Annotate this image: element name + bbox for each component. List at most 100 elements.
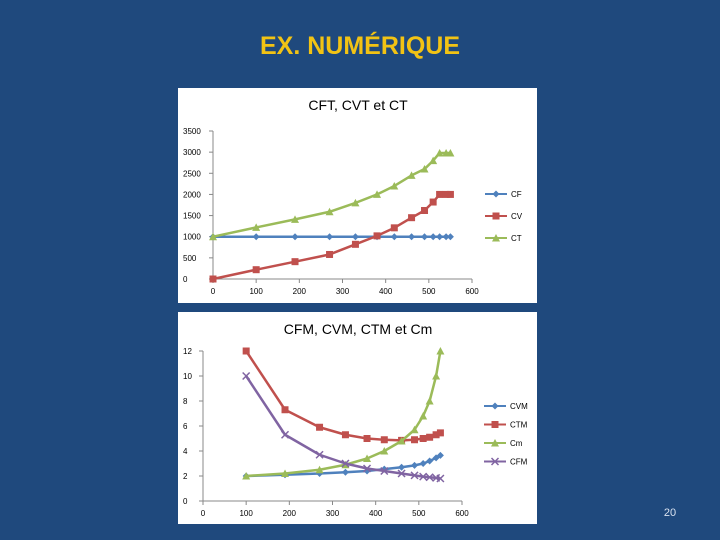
- data-point: [419, 412, 428, 420]
- data-point: [411, 461, 419, 469]
- data-point: [408, 233, 416, 241]
- data-point: [436, 190, 444, 198]
- data-point-stroke-b: [410, 471, 419, 480]
- x-tick-label: 0: [211, 287, 216, 296]
- data-point: [315, 465, 324, 474]
- data-point-stroke-b: [315, 450, 324, 459]
- data-point: [420, 165, 429, 173]
- data-point: [419, 435, 427, 442]
- data-point: [429, 198, 437, 206]
- data-point: [390, 181, 399, 190]
- y-tick-label: 1000: [183, 233, 201, 242]
- legend-marker: [492, 212, 500, 220]
- legend-marker: [492, 190, 500, 198]
- legend-label: CF: [511, 190, 522, 199]
- data-point: [291, 258, 299, 266]
- chart-panel-totals: CFT, CVT et CT 0 500 1000 1500 2000 2500 3000 35…: [178, 88, 537, 303]
- legend-label: CVM: [510, 402, 528, 411]
- data-point: [363, 435, 371, 442]
- data-point-stroke-b: [363, 464, 372, 473]
- legend-marker: [491, 439, 499, 447]
- y-tick-label: 12: [183, 347, 192, 356]
- data-point: [432, 372, 441, 380]
- legend-item-ctm: CTM: [484, 421, 528, 430]
- data-point: [436, 451, 444, 459]
- data-point: [442, 233, 450, 241]
- x-tick-label: 500: [422, 287, 436, 296]
- data-point: [291, 215, 300, 223]
- data-point: [390, 233, 398, 241]
- data-point: [209, 232, 217, 241]
- data-point-stroke-b: [425, 473, 434, 482]
- data-point: [363, 464, 372, 473]
- y-tick-label: 0: [183, 275, 188, 284]
- x-tick-label: 100: [239, 509, 253, 518]
- data-point: [325, 207, 334, 216]
- y-tick-label: 6: [183, 422, 188, 431]
- legend-label: CV: [511, 212, 523, 221]
- data-point: [351, 240, 359, 248]
- y-tick-label: 2500: [183, 169, 201, 178]
- data-point: [373, 190, 382, 198]
- data-point: [436, 347, 445, 355]
- data-point: [397, 437, 406, 445]
- y-tick-label: 3500: [183, 127, 201, 136]
- x-tick-label: 500: [412, 509, 426, 518]
- data-point-stroke-b: [419, 472, 428, 481]
- x-tick-label: 400: [379, 287, 393, 296]
- x-tick-label: 200: [293, 287, 307, 296]
- data-point: [373, 232, 381, 240]
- data-point: [446, 190, 454, 198]
- data-point: [419, 460, 427, 467]
- series-markers-ct: [209, 148, 455, 241]
- x-tick-label: 600: [455, 509, 469, 518]
- data-point: [341, 468, 349, 476]
- data-point: [442, 190, 450, 198]
- data-point: [421, 206, 429, 214]
- data-point: [209, 275, 217, 283]
- data-point: [398, 463, 406, 471]
- chart-averages: CFM, CVM, CTM et Cm 0 2 4 6 8 10 12 0 100 200 300 40…: [183, 321, 528, 518]
- y-tick-label: 10: [183, 372, 192, 381]
- data-point: [436, 474, 445, 483]
- series-line-cfm: [245, 375, 441, 480]
- chart-totals: CFT, CVT et CT05001000150020002500300035…: [183, 97, 523, 296]
- x-tick-label: 600: [465, 287, 479, 296]
- data-point: [411, 436, 419, 444]
- page-number: 20: [663, 507, 677, 519]
- legend-item-cf: CF: [485, 190, 522, 199]
- data-point: [363, 454, 372, 462]
- series-markers-cv: [209, 190, 454, 283]
- chart-panel-averages: CFM, CVM, CTM et Cm 0 2 4 6 8 10 12 0 100 200 300 40…: [178, 312, 537, 524]
- legend-label: CT: [511, 234, 522, 243]
- data-point: [316, 423, 324, 431]
- legend-marker: [491, 421, 499, 428]
- data-point: [242, 472, 251, 480]
- data-point: [291, 233, 299, 241]
- data-point: [397, 469, 406, 478]
- data-point: [242, 347, 250, 355]
- data-point: [281, 406, 289, 414]
- y-tick-label: 8: [183, 397, 188, 406]
- x-tick-label: 300: [336, 287, 350, 296]
- y-tick-label: 2000: [183, 190, 201, 199]
- series-line-ctm: [245, 350, 441, 442]
- legend-label: CFM: [510, 458, 528, 467]
- data-point: [351, 198, 360, 207]
- data-point: [446, 148, 455, 157]
- data-point-stroke-b: [242, 371, 251, 381]
- slide-title: EX. NUMÉRIQUE: [259, 32, 461, 60]
- chart-title: CFT, CVT et CT: [308, 97, 408, 113]
- legend-item-cvm: CVM: [484, 402, 528, 411]
- series-markers-cm: [242, 347, 445, 480]
- data-point: [426, 457, 434, 465]
- data-point: [380, 436, 388, 444]
- data-point: [432, 431, 440, 439]
- data-point: [326, 250, 334, 258]
- y-tick-label: 2: [183, 472, 188, 481]
- x-tick-label: 100: [249, 287, 263, 296]
- x-tick-label: 0: [201, 509, 206, 518]
- data-point-stroke-b: [436, 474, 445, 483]
- series-line-ct: [212, 151, 451, 238]
- data-point: [252, 233, 260, 241]
